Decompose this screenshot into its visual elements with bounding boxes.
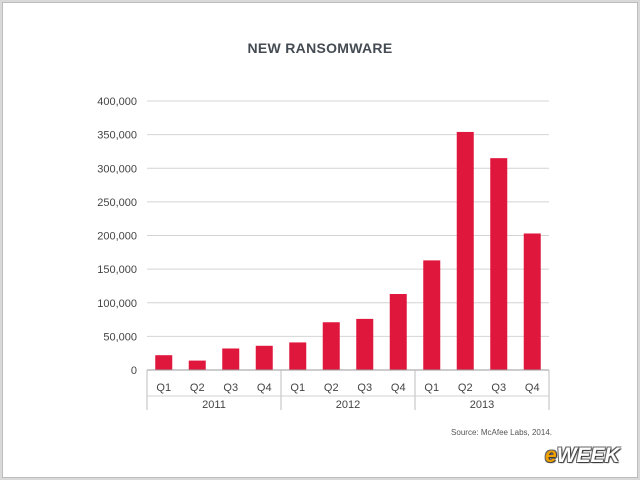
bar <box>356 318 374 370</box>
group-label: 2013 <box>470 399 494 411</box>
y-tick-label: 350,000 <box>97 130 137 142</box>
bar <box>322 322 340 370</box>
x-tick-label: Q2 <box>190 382 205 394</box>
x-tick-label: Q3 <box>223 382 238 394</box>
y-tick-label: 300,000 <box>97 163 137 175</box>
source-note: Source: McAfee Labs, 2014. <box>451 428 552 437</box>
bar <box>389 294 407 370</box>
group-label: 2012 <box>336 399 360 411</box>
y-tick-label: 400,000 <box>97 96 137 108</box>
y-axis-ticks: 400,000 350,000 300,000 250,000 200,000 150,0… <box>97 96 137 377</box>
y-tick-label: 50,000 <box>103 331 137 343</box>
bar <box>423 260 441 370</box>
bars <box>155 131 541 370</box>
bar <box>188 360 206 370</box>
y-tick-label: 250,000 <box>97 197 137 209</box>
x-tick-label: Q1 <box>424 382 439 394</box>
y-tick-label: 0 <box>131 365 137 377</box>
bar <box>523 233 541 370</box>
x-tick-label: Q4 <box>257 382 272 394</box>
y-tick-label: 100,000 <box>97 298 137 310</box>
bar <box>289 342 307 370</box>
y-tick-label: 200,000 <box>97 231 137 243</box>
x-tick-label: Q1 <box>156 382 171 394</box>
x-axis: Q1 Q2 Q3 Q4 Q1 Q2 Q3 Q4 Q1 Q2 Q3 Q4 2011 2012 2013 <box>146 369 550 411</box>
x-tick-label: Q2 <box>324 382 339 394</box>
x-tick-label: Q3 <box>357 382 372 394</box>
x-tick-label: Q4 <box>525 382 540 394</box>
x-tick-label: Q3 <box>491 382 506 394</box>
x-tick-label: Q2 <box>458 382 473 394</box>
bar <box>222 348 240 370</box>
gridlines <box>147 100 549 337</box>
y-tick-label: 150,000 <box>97 264 137 276</box>
x-tick-label: Q4 <box>391 382 406 394</box>
bar <box>155 355 173 370</box>
group-label: 2011 <box>202 399 226 411</box>
x-tick-label: Q1 <box>290 382 305 394</box>
chart-title: NEW RANSOMWARE <box>247 40 393 56</box>
bar <box>490 158 508 370</box>
bar <box>456 131 474 370</box>
eweek-logo: eWEEK <box>545 444 620 467</box>
bar <box>255 345 273 370</box>
